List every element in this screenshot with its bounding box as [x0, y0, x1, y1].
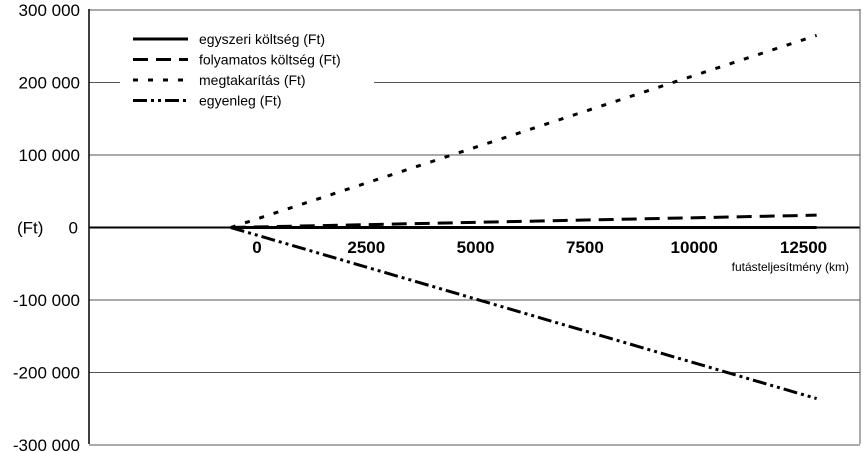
x-tick-label: 0 [252, 238, 261, 257]
x-tick-label: 12500 [780, 238, 827, 257]
x-tick-label: 7500 [566, 238, 604, 257]
y-tick-label: -100 000 [13, 291, 80, 310]
series-lines [230, 33, 818, 401]
y-tick-labels: 300 000 200 000 100 000 0 -100 000 -200 000 -3… [13, 1, 80, 452]
y-tick-label: 0 [69, 219, 78, 238]
y-axis-label: (Ft) [17, 219, 43, 238]
y-tick-label: 200 000 [19, 74, 80, 93]
series-line [230, 213, 817, 229]
legend-label: folyamatos költség (Ft) [199, 52, 341, 68]
legend: egyszeri költség (Ft) folyamatos költség … [120, 27, 374, 115]
y-tick-label: -300 000 [13, 436, 80, 452]
legend-label: egyszeri költség (Ft) [199, 31, 325, 47]
y-tick-label: -200 000 [13, 364, 80, 383]
x-tick-label: 10000 [671, 238, 718, 257]
y-tick-label: 300 000 [19, 1, 80, 20]
x-tick-label: 5000 [457, 238, 495, 257]
x-tick-label: 2500 [347, 238, 385, 257]
x-tick-labels: 0 2500 5000 7500 10000 12500 [252, 238, 827, 257]
y-tick-label: 100 000 [19, 146, 80, 165]
x-axis-label: futásteljesítmény (km) [732, 260, 849, 274]
series-line [230, 226, 818, 401]
series-line [230, 33, 818, 229]
legend-box [120, 27, 374, 115]
legend-label: megtakarítás (Ft) [199, 72, 306, 88]
legend-label: egyenleg (Ft) [199, 93, 281, 109]
